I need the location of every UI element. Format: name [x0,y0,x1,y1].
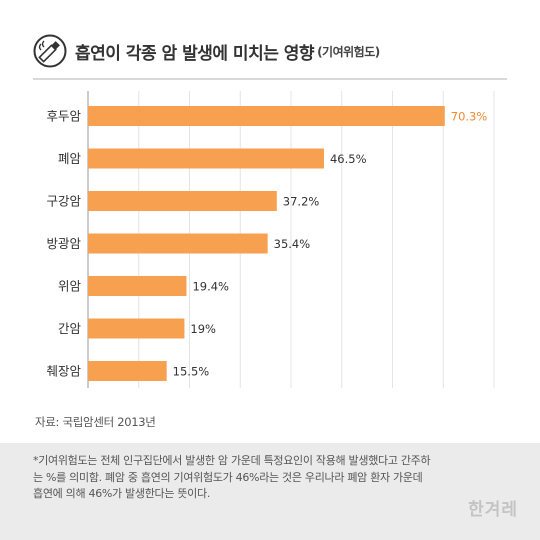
value-label: 70.3% [451,110,488,124]
category-label: 방광암 [46,236,81,251]
value-label: 19.4% [192,280,229,294]
chart-subtitle: (기여위험도) [317,44,380,59]
value-label: 15.5% [173,365,210,379]
chart-header: 흡연이 각종 암 발생에 미치는 영향 (기여위험도) [33,33,380,69]
hankyoreh-logo: 한겨레 [468,500,518,520]
bar [88,276,187,296]
title-divider [33,78,507,80]
value-label: 19% [190,322,216,336]
value-label: 46.5% [330,152,367,166]
chart-title: 흡연이 각종 암 발생에 미치는 영향 [75,43,315,64]
category-label: 간암 [58,321,82,336]
bar [88,106,445,126]
footer-panel: *기여위험도는 전체 인구집단에서 발생한 암 가운데 특정요인이 작용해 발생… [0,443,540,540]
bar-chart: 후두암 70.3% 폐암 46.5% 구강암 37.2% 방광암 35.4% 위암 19.4% 간암… [46,91,495,388]
bar [88,233,268,254]
bar [88,318,185,339]
bar [88,148,324,169]
category-label: 폐암 [58,151,82,166]
cigarette-icon [33,34,67,68]
value-label: 35.4% [274,237,311,251]
footnote: *기여위험도는 전체 인구집단에서 발생한 암 가운데 특정요인이 작용해 발생… [33,454,431,500]
bar [88,191,277,211]
category-label: 후두암 [46,109,81,124]
category-label: 위암 [58,279,82,294]
value-label: 37.2% [283,195,320,209]
category-label: 구강암 [46,194,81,209]
category-label: 췌장암 [46,364,81,379]
bar [88,361,167,381]
source-text: 자료: 국립암센터 2013년 [35,415,156,429]
